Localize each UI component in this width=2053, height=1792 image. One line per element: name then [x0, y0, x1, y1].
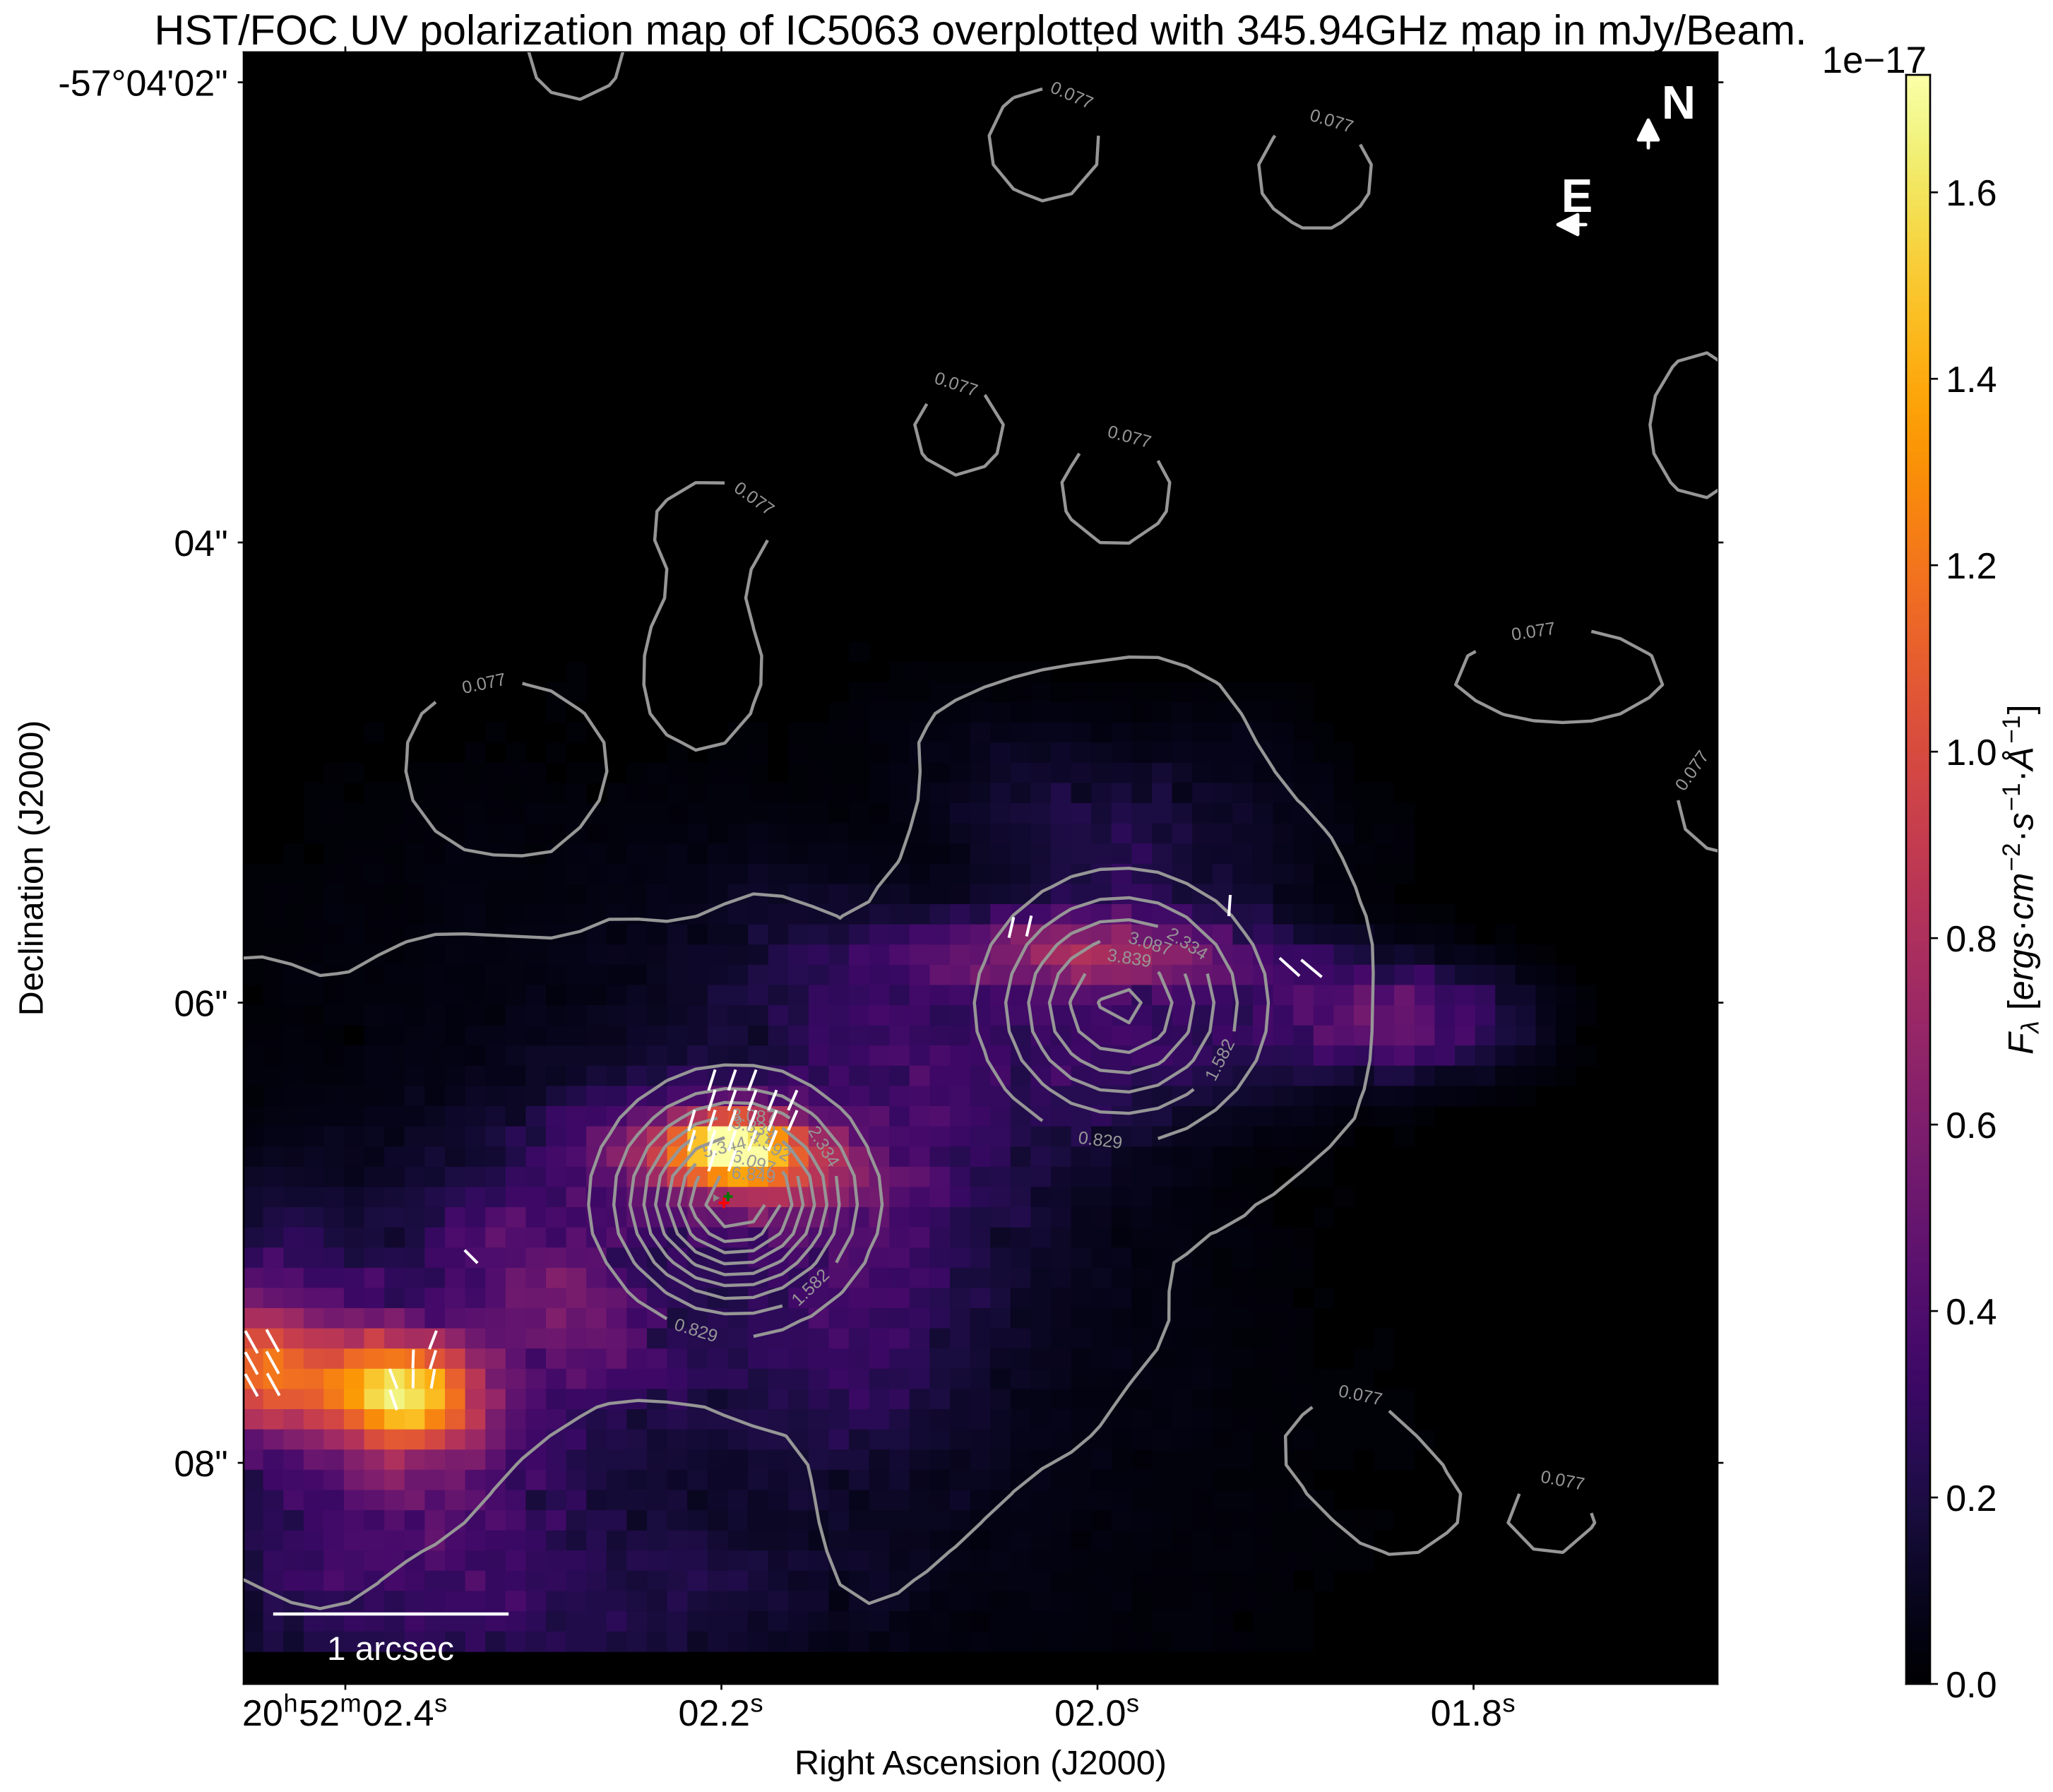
svg-text:0.4: 0.4	[1946, 1292, 1997, 1333]
svg-text:6.849: 6.849	[731, 1163, 777, 1187]
svg-text:1.2: 1.2	[1946, 546, 1997, 587]
svg-text:0.8: 0.8	[1946, 919, 1997, 960]
svg-text:0 1 .: 0 1 . 8 s	[1431, 1689, 1516, 1735]
svg-text:Right Ascension (J2000): Right Ascension (J2000)	[795, 1744, 1167, 1782]
svg-text:0.2: 0.2	[1946, 1478, 1997, 1519]
svg-text:HST/FOC UV polarization map of: HST/FOC UV polarization map of IC5063 ov…	[155, 6, 1807, 54]
svg-text:2 0 5: 2 0 5 2 0 2 . 4 h m s	[242, 1689, 447, 1735]
svg-text:06": 06"	[174, 983, 227, 1024]
svg-text:0.6: 0.6	[1946, 1105, 1997, 1146]
svg-text:1e−17: 1e−17	[1822, 40, 1927, 81]
svg-text:0.0: 0.0	[1946, 1665, 1997, 1706]
svg-text:0 2 .: 0 2 . 0 s	[1054, 1689, 1139, 1735]
svg-text:1 arcsec: 1 arcsec	[327, 1630, 454, 1668]
svg-text:1.0: 1.0	[1946, 732, 1997, 773]
svg-text:0 2 .: 0 2 . 2 s	[679, 1689, 763, 1735]
svg-text:1.6: 1.6	[1946, 173, 1997, 214]
svg-text:N: N	[1662, 77, 1696, 129]
svg-text:04": 04"	[174, 523, 227, 564]
svg-text:1.4: 1.4	[1946, 360, 1997, 400]
svg-text:F e r g: F e r g s c m s Å λ [ · · · ] − 2 − 1 − …	[1998, 700, 2044, 1055]
svg-text:08": 08"	[174, 1444, 227, 1485]
svg-text:-57°04'02": -57°04'02"	[58, 63, 227, 104]
svg-text:Declination (J2000): Declination (J2000)	[12, 720, 50, 1016]
